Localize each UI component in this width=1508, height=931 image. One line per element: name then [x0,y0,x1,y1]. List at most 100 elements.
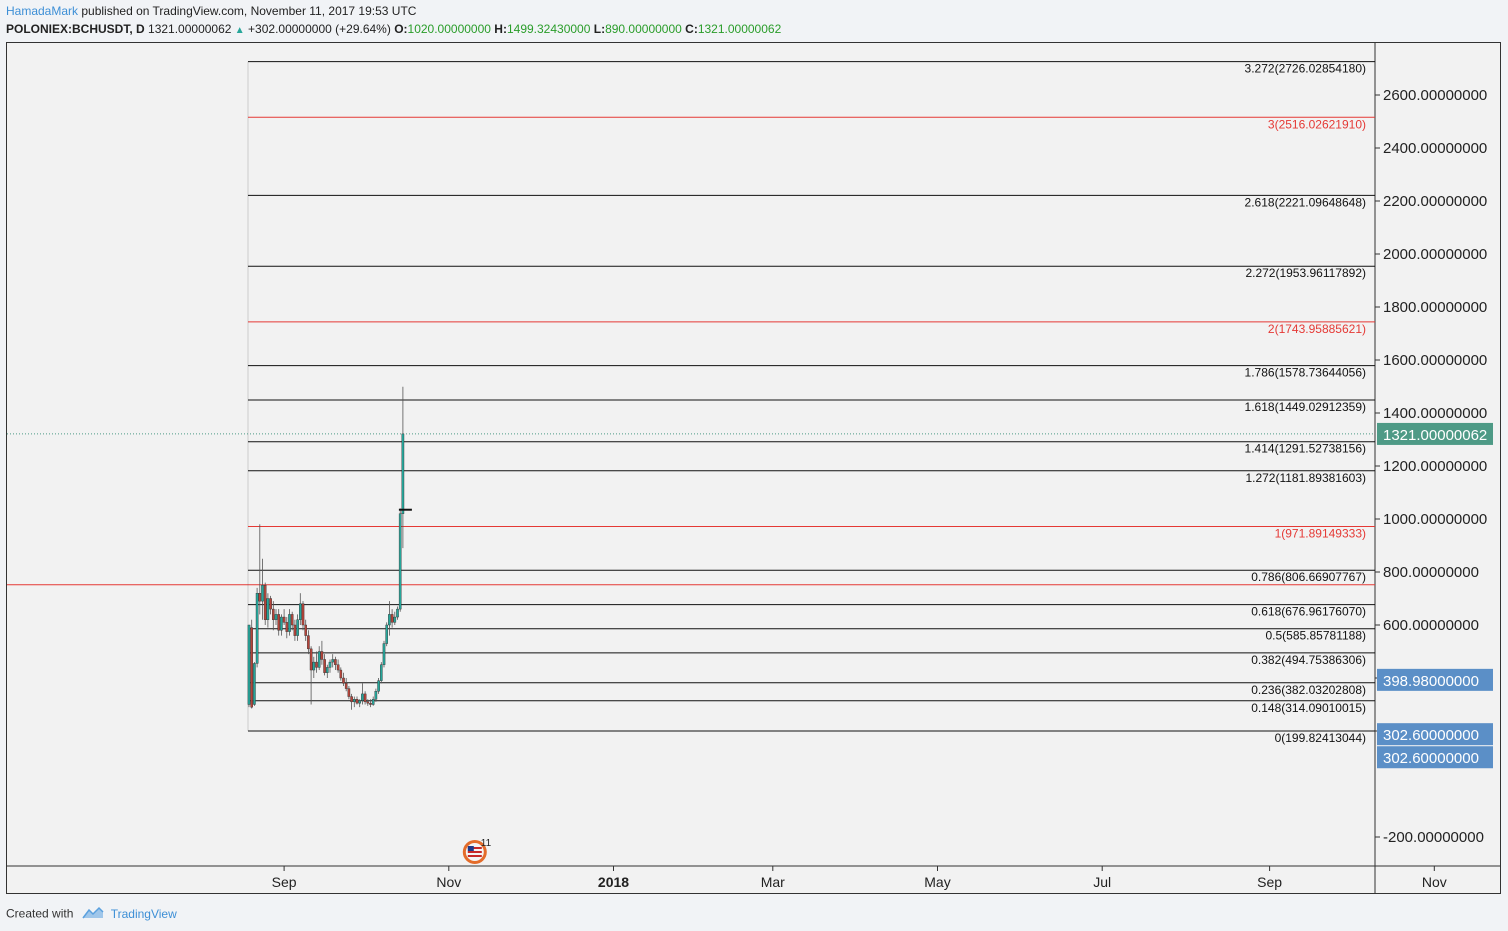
candle-body [361,693,364,701]
up-arrow-icon: ▲ [234,25,245,36]
candle-body [388,614,391,626]
fib-level-label: 2(1743.95885621) [1268,322,1366,336]
candle-body [293,624,297,636]
fib-level-label: 1.414(1291.52738156) [1245,442,1366,456]
x-tick-label: Sep [1257,874,1282,890]
fib-level-label: 0(199.82413044) [1275,731,1366,745]
tradingview-link[interactable]: TradingView [110,906,177,921]
price-marker-badge [1377,723,1493,746]
fib-level-label: 0.236(382.03202808) [1251,683,1366,697]
candle-body [304,624,308,636]
fib-level-label: 1(971.89149333) [1275,526,1366,540]
fib-level-label: 3.272(2726.02854180) [1245,62,1366,76]
candle-body [336,664,340,671]
tradingview-logo-icon[interactable] [81,906,105,923]
fib-level-label: 0.618(676.96176070) [1251,605,1366,619]
candle-body [328,661,332,668]
publish-info: HamadaMark published on TradingView.com,… [6,4,416,18]
fib-level-label: 3(2516.02621910) [1268,117,1366,131]
candle-body [334,659,337,665]
candle-body [339,669,343,679]
candle-body [401,433,405,514]
candle-body [320,651,324,660]
fib-level-label: 0.5(585.85781188) [1265,629,1366,643]
candle-body [369,702,372,705]
close-label: C: [685,22,698,36]
price-badge-label: 398.98000000 [1383,673,1479,690]
candle-body [315,661,318,668]
created-with-text: Created with [6,906,74,921]
flag-canton [467,846,474,851]
low-value: 890.00000000 [605,22,682,36]
candle-body [353,699,356,703]
candle-body [285,622,289,632]
y-tick-label: 800.00000000 [1383,564,1479,581]
y-tick-label: 2400.00000000 [1383,140,1487,157]
fib-level-label: 2.618(2221.09648648) [1245,195,1366,209]
candle-body [396,608,399,618]
current-price-badge [1377,422,1493,445]
footer: Created with TradingView [6,906,177,923]
y-tick-label: 1000.00000000 [1383,511,1487,528]
candle-body [250,627,254,708]
price-marker-badge [1377,668,1493,691]
candle-body [272,608,275,620]
price-chart[interactable]: 3.272(2726.02854180) 3(2516.02621910) 2.61… [7,43,1500,893]
candle-body [331,659,335,663]
candle-body [382,643,386,665]
flag-stripe [467,847,482,849]
candle-body [282,616,286,623]
candle-body [323,659,326,673]
candle-body [312,661,316,671]
fib-level-label: 0.382(494.75386306) [1251,653,1366,667]
candle-body [380,664,383,681]
open-label: O: [394,22,408,36]
candle-body [290,614,294,626]
flag-stripe [467,851,482,853]
high-value: 1499.32430000 [506,22,591,36]
price-badge-label: 302.60000000 [1383,750,1479,767]
candle-body [296,619,299,636]
published-text: published on TradingView.com, November 1… [78,4,417,18]
candle-body [263,585,267,620]
candle-body [301,603,305,626]
symbol-ohlc-bar: POLONIEX:BCHUSDT, D 1321.00000062 ▲ +302… [6,22,781,36]
candle-body [280,616,283,631]
candle-body [390,614,394,623]
candle-body [247,624,251,705]
candle-body [344,683,348,689]
y-tick-label: 2200.00000000 [1383,193,1487,210]
x-tick-label: Nov [436,874,461,890]
price-marker-badge [1377,746,1493,769]
fib-level-label: 0.786(806.66907767) [1251,570,1366,584]
candle-body [393,616,397,623]
last-price: 1321.00000062 [148,22,232,36]
candle-body [307,635,310,650]
candle-body [385,624,389,644]
y-tick-label: 2000.00000000 [1383,246,1487,263]
chart-frame[interactable]: 3.272(2726.02854180) 3(2516.02621910) 2.61… [6,42,1501,894]
candle-body [255,593,259,664]
y-tick-label: 2600.00000000 [1383,87,1487,104]
candle-body [274,614,278,620]
candle-body [277,614,281,631]
candle-body [261,585,264,602]
x-tick-label: 2018 [598,874,629,890]
author-name[interactable]: HamadaMark [6,4,79,18]
candle-body [398,513,402,610]
candle-body [363,693,367,703]
candle-body [326,667,329,673]
candle-body [299,603,302,620]
candle-body [366,701,370,704]
candle-body [266,598,270,620]
open-value: 1020.00000000 [407,22,491,36]
event-count-label: 11 [481,838,492,849]
candle-body [347,688,351,697]
price-badge-label: 302.60000000 [1383,727,1479,744]
price-badge-label: 1321.00000062 [1383,427,1487,444]
price-change: +302.00000000 (+29.64%) [248,22,391,36]
x-tick-label: May [924,874,950,890]
y-tick-label: -200.00000000 [1383,829,1484,846]
candle-body [253,663,256,705]
y-tick-label: 1800.00000000 [1383,299,1487,316]
